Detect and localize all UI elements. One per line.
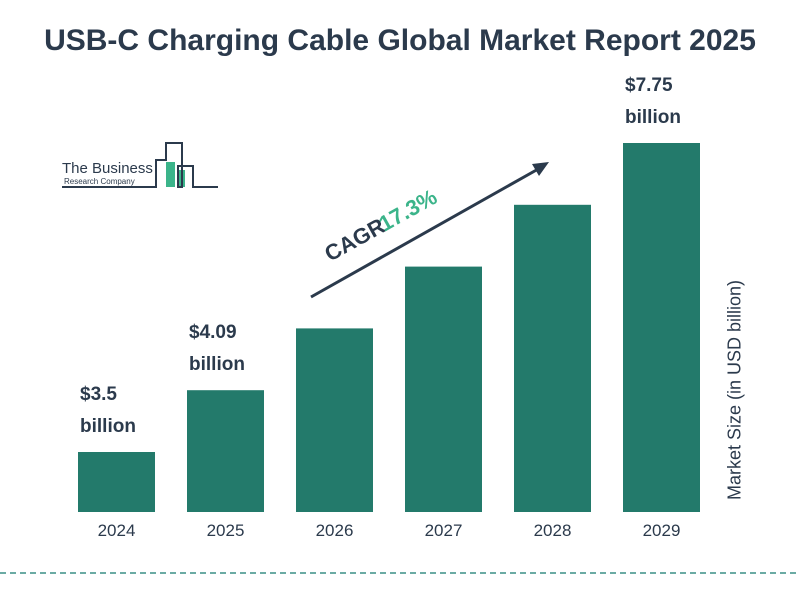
data-label: $7.75	[625, 75, 673, 96]
bar-2026	[296, 328, 373, 512]
x-tick-label: 2028	[534, 521, 572, 540]
x-tick-label: 2025	[207, 521, 245, 540]
bar-2025	[187, 390, 264, 512]
x-tick-label: 2024	[98, 521, 136, 540]
data-label: $3.5	[80, 384, 117, 405]
bar-2024	[78, 452, 155, 512]
x-tick-label: 2029	[643, 521, 681, 540]
chart-title: USB-C Charging Cable Global Market Repor…	[44, 24, 756, 57]
data-label: billion	[189, 354, 245, 375]
logo-icon	[62, 142, 218, 188]
logo-text: The Business	[62, 160, 153, 177]
bar-2029	[623, 143, 700, 512]
bar-2028	[514, 204, 591, 513]
x-tick-label: 2026	[316, 521, 354, 540]
data-label: billion	[80, 416, 136, 437]
bar-2027	[405, 266, 482, 512]
data-label: $4.09	[189, 322, 237, 343]
logo-subtext: Research Company	[64, 177, 135, 186]
x-tick-label: 2027	[425, 521, 463, 540]
data-label: billion	[625, 107, 681, 128]
cagr-arrow	[310, 162, 549, 299]
